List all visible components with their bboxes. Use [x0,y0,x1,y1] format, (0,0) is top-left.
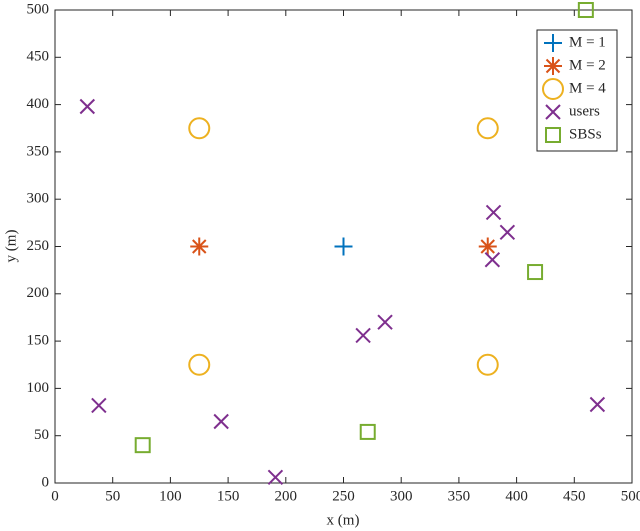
marker-circle [476,117,499,140]
legend-marker [544,57,562,75]
legend-label: SBSs [569,126,602,142]
point [499,224,516,241]
point [527,264,544,281]
legend-label: M = 2 [569,57,606,73]
legend-box [536,29,618,152]
y-tick-label: 200 [27,285,50,301]
marker-square [577,2,594,18]
y-tick-label: 100 [27,380,50,396]
y-tick-label: 0 [42,474,50,490]
point [355,327,371,344]
y-tick-label: 350 [27,143,50,159]
point [213,413,229,430]
y-tick-label: 300 [27,191,50,207]
marker-stroke [355,327,371,344]
marker-stroke [91,397,107,414]
point [188,353,211,376]
x-tick-label: 250 [332,488,355,504]
marker-circle [542,78,564,100]
point [188,117,211,140]
point [359,423,376,440]
legend-marker [545,104,561,120]
marker-stroke [267,469,284,486]
y-tick-label: 250 [27,238,50,254]
point [134,437,151,454]
x-tick-label: 50 [105,488,120,504]
point [334,237,353,256]
x-tick-label: 400 [505,488,528,504]
point [91,397,107,414]
point [476,353,499,376]
point [377,314,393,330]
legend-marker [544,34,562,52]
point [589,396,606,413]
legend-marker [542,78,564,100]
point [190,237,209,256]
x-tick-label: 200 [275,488,298,504]
x-tick-label: 450 [563,488,586,504]
marker-stroke [79,98,96,115]
marker-stroke [589,396,606,413]
legend-label: M = 4 [569,80,606,96]
marker-square [359,423,376,440]
marker-stroke [545,104,561,120]
marker-square [545,127,561,143]
x-tick-label: 100 [159,488,182,504]
point [79,98,96,115]
marker-stroke [484,252,501,268]
marker-stroke [480,239,495,254]
y-tick-label: 500 [27,1,50,17]
marker-stroke [545,58,561,74]
x-tick-label: 500 [621,488,640,504]
marker-stroke [192,239,207,254]
marker-square [134,437,151,454]
y-tick-label: 450 [27,49,50,65]
y-axis-label: y (m) [3,230,19,263]
y-tick-label: 150 [27,333,50,349]
legend-label: M = 1 [569,34,606,50]
point [476,117,499,140]
marker-stroke [213,413,229,430]
legend-label: users [569,103,600,119]
x-tick-label: 150 [217,488,240,504]
marker-stroke [377,314,393,330]
y-tick-label: 400 [27,96,50,112]
point [577,2,594,18]
y-tick-label: 50 [34,427,49,443]
point [478,237,497,256]
legend-marker [545,127,561,143]
x-tick-label: 300 [390,488,413,504]
point [484,252,501,268]
marker-circle [476,353,499,376]
x-axis-label: x (m) [327,512,360,528]
point [267,469,284,486]
marker-circle [188,117,211,140]
marker-stroke [499,224,516,241]
marker-circle [188,353,211,376]
point [485,204,502,221]
x-tick-label: 0 [51,488,59,504]
marker-square [527,264,544,281]
marker-stroke [485,204,502,221]
x-tick-label: 350 [448,488,471,504]
